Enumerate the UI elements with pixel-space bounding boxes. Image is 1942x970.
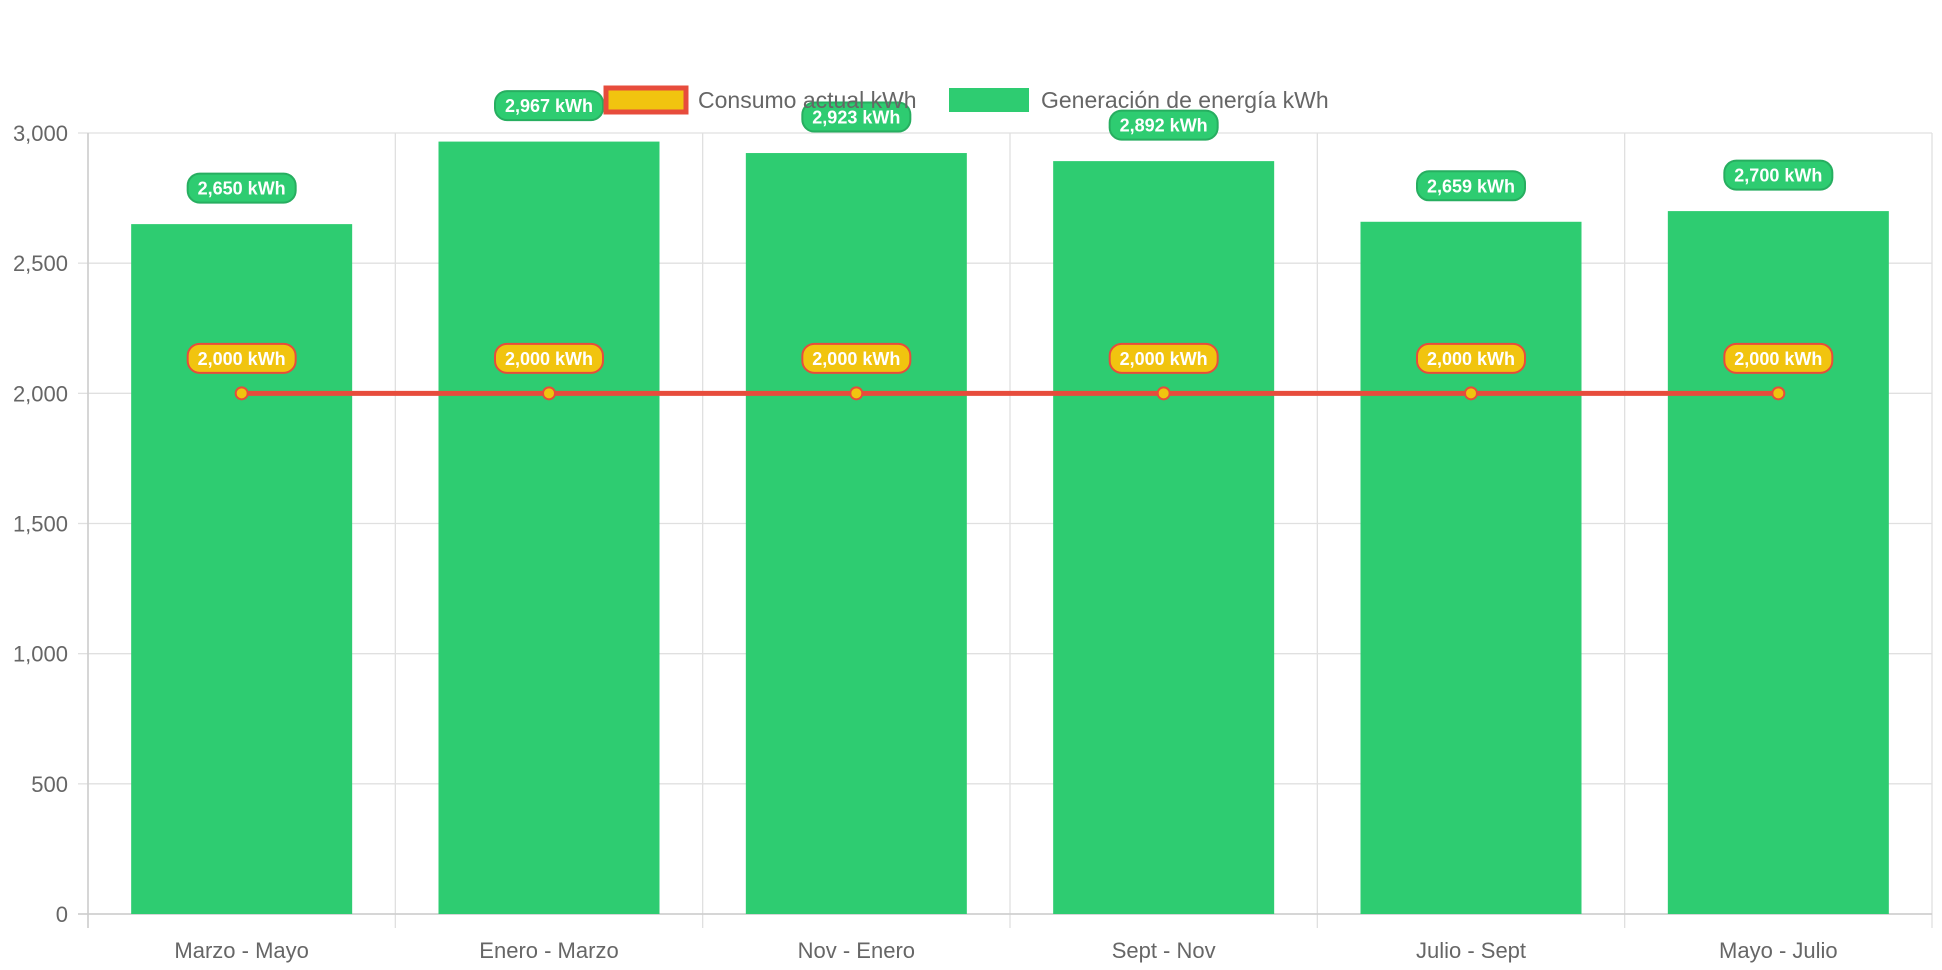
y-tick-label: 1,500: [13, 512, 68, 537]
y-tick-label: 2,000: [13, 381, 68, 406]
line-value-label-text: 2,000 kWh: [812, 349, 900, 369]
x-tick-label: Nov - Enero: [798, 938, 915, 963]
line-value-label: 2,000 kWh: [1108, 342, 1219, 374]
bar-value-label-box: [1108, 109, 1219, 141]
legend-label-consumo: Consumo actual kWh: [698, 87, 917, 113]
bar[interactable]: [1360, 221, 1582, 914]
bar-value-label-box: [186, 172, 297, 204]
x-tick-label: Mayo - Julio: [1719, 938, 1838, 963]
bar-value-label: 2,923 kWh: [801, 101, 912, 133]
line-point[interactable]: [542, 386, 556, 401]
line-value-label: 2,000 kWh: [1416, 342, 1526, 374]
bar-value-label: 2,659 kWh: [1416, 170, 1526, 202]
line-value-label-box: [494, 342, 604, 374]
x-tick-label: Julio - Sept: [1416, 938, 1526, 963]
bar-value-label-text: 2,650 kWh: [198, 179, 286, 199]
bar[interactable]: [745, 153, 967, 915]
line-value-label-box: [1723, 342, 1834, 374]
bar[interactable]: [1667, 211, 1889, 915]
line-value-label-text: 2,000 kWh: [1120, 349, 1208, 369]
legend-swatch-consumo: [603, 85, 689, 115]
x-tick-label: Marzo - Mayo: [174, 938, 308, 963]
line-value-label-text: 2,000 kWh: [1734, 349, 1822, 369]
y-tick-label: 1,000: [13, 642, 68, 667]
line-point[interactable]: [1464, 386, 1478, 401]
line-value-label-box: [1416, 342, 1526, 374]
legend-swatch-generacion: [949, 88, 1029, 112]
line-value-label-box: [801, 342, 912, 374]
bar-value-label-text: 2,923 kWh: [812, 108, 900, 128]
line-point[interactable]: [849, 386, 864, 401]
line-value-label-text: 2,000 kWh: [1427, 349, 1515, 369]
y-axis: 0 500 1,000 1,500 2,000 2,500 3,000: [13, 121, 88, 927]
legend: Consumo actual kWh Generación de energía …: [603, 85, 1329, 115]
bar-value-label: 2,700 kWh: [1723, 159, 1834, 191]
line-value-label-box: [1108, 342, 1219, 374]
bar[interactable]: [131, 224, 353, 914]
line-point[interactable]: [1771, 386, 1786, 401]
line-point[interactable]: [1156, 386, 1171, 401]
bar-value-label: 2,892 kWh: [1108, 109, 1219, 141]
bar-value-label-box: [1416, 170, 1526, 202]
line-point[interactable]: [234, 386, 249, 401]
line-value-label: 2,000 kWh: [1723, 342, 1834, 374]
bar-value-label-box: [801, 101, 912, 133]
line-value-label-box: [186, 342, 297, 374]
bar-value-label-text: 2,967 kWh: [505, 96, 593, 116]
y-tick-label: 500: [31, 772, 68, 797]
line-value-label-text: 2,000 kWh: [198, 349, 286, 369]
bar-value-label-text: 2,892 kWh: [1120, 116, 1208, 136]
bar-value-label-box: [1723, 159, 1834, 191]
grid-lines: [87, 132, 1933, 928]
line-value-label: 2,000 kWh: [494, 342, 604, 374]
legend-item-consumo[interactable]: Consumo actual kWh: [603, 85, 917, 115]
legend-label-generacion: Generación de energía kWh: [1041, 87, 1329, 113]
y-tick-label: 0: [56, 902, 68, 927]
line-value-label: 2,000 kWh: [801, 342, 912, 374]
bar-value-label-text: 2,659 kWh: [1427, 176, 1515, 196]
y-tick-label: 3,000: [13, 121, 68, 146]
line-value-label: 2,000 kWh: [186, 342, 297, 374]
legend-item-generacion[interactable]: Generación de energía kWh: [949, 87, 1329, 113]
bar-value-label: 2,967 kWh: [494, 90, 604, 122]
x-tick-label: Enero - Marzo: [479, 938, 618, 963]
bar-value-label: 2,650 kWh: [186, 172, 297, 204]
bar-value-label-text: 2,700 kWh: [1734, 166, 1822, 186]
line-series: [234, 386, 1786, 401]
x-axis: Marzo - Mayo Enero - Marzo Nov - Enero Sept…: [174, 938, 1837, 963]
y-tick-label: 2,500: [13, 251, 68, 276]
bar-value-label-box: [494, 90, 604, 122]
line-value-label-text: 2,000 kWh: [505, 349, 593, 369]
bar[interactable]: [438, 141, 660, 914]
bar[interactable]: [1053, 161, 1275, 915]
bar-series: [131, 141, 1889, 915]
x-tick-label: Sept - Nov: [1112, 938, 1216, 963]
